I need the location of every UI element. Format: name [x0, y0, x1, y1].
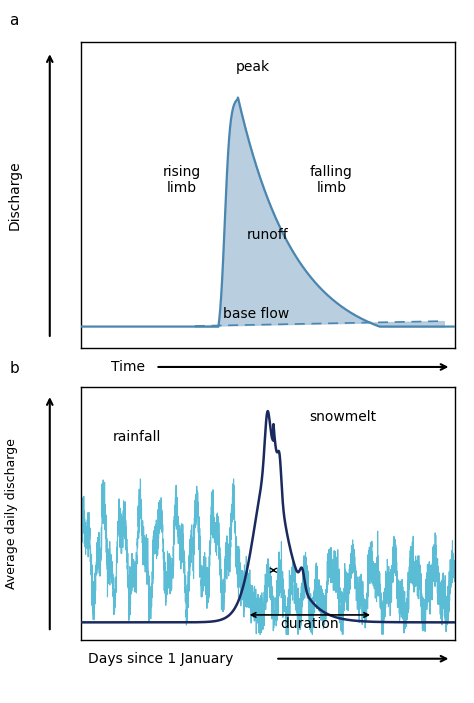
Text: a: a [9, 13, 19, 28]
Text: Days since 1 January: Days since 1 January [88, 652, 233, 666]
Text: Time: Time [110, 360, 145, 374]
Text: duration: duration [281, 617, 339, 631]
Text: falling
limb: falling limb [310, 165, 353, 195]
Text: Discharge: Discharge [7, 160, 21, 230]
Text: snowmelt: snowmelt [309, 410, 376, 424]
Text: b: b [9, 361, 19, 376]
Text: base flow: base flow [223, 307, 290, 321]
Text: runoff: runoff [247, 228, 289, 242]
Text: Average daily discharge: Average daily discharge [5, 438, 18, 588]
Text: rising
limb: rising limb [163, 165, 201, 195]
Text: rainfall: rainfall [112, 430, 161, 444]
Text: peak: peak [236, 60, 270, 74]
